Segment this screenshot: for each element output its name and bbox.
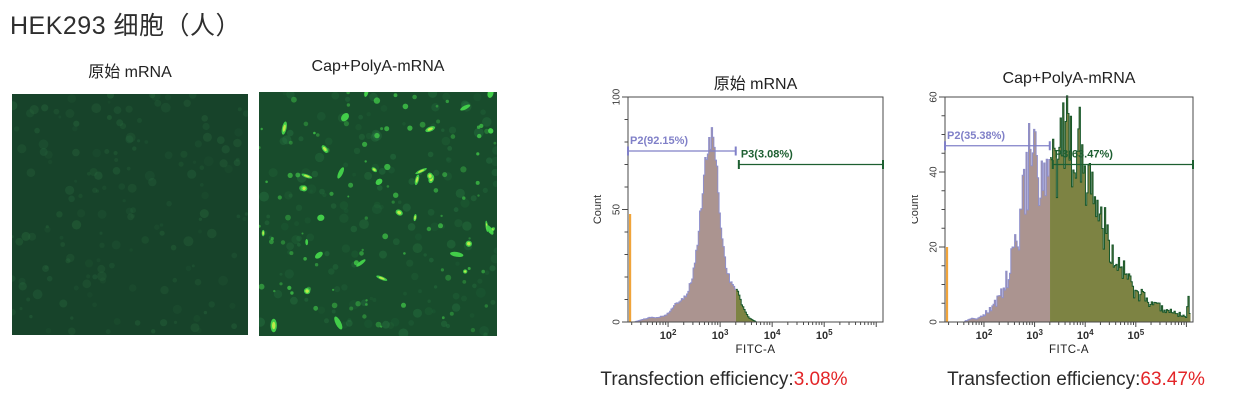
svg-text:104: 10 4: [1077, 328, 1094, 342]
svg-text:0: 0: [612, 319, 623, 325]
flow-cytometry-histogram-original-mrna: 0 50 100 Count 10 2 10 3 10 4 10 5 FITC-A P2(92.15%) P…: [592, 88, 884, 356]
flow-cytometry-histogram-cap-polya-mrna: 0 20 40 60 Count 10 2 10 3 10 4 10 5 FITC-A P2(35.38%)…: [912, 91, 1194, 356]
svg-text:FITC-A: FITC-A: [735, 344, 775, 356]
transfection-efficiency-cap-polya-mrna: Transfection efficiency:63.47%: [926, 369, 1226, 393]
transfection-efficiency-original-mrna: Transfection efficiency:3.08%: [574, 369, 874, 393]
page-title: HEK293 细胞（人）: [10, 12, 242, 40]
svg-text:103: 10 3: [1026, 328, 1043, 342]
svg-text:P3(63.47%): P3(63.47%): [1055, 149, 1113, 161]
svg-text:105: 10 5: [816, 328, 833, 342]
svg-text:P2(35.38%): P2(35.38%): [947, 130, 1005, 142]
caption-prefix: Transfection efficiency:: [947, 369, 1141, 390]
svg-text:100: 100: [612, 88, 623, 105]
svg-text:FITC-A: FITC-A: [1049, 344, 1089, 356]
caption-value: 3.08%: [793, 369, 848, 390]
svg-text:0: 0: [929, 319, 940, 325]
flow-chart-title-original-mrna: 原始 mRNA: [713, 76, 798, 93]
svg-text:102: 10 2: [660, 328, 677, 342]
svg-text:102: 10 2: [976, 328, 993, 342]
svg-text:P3(3.08%): P3(3.08%): [741, 149, 793, 161]
svg-text:104: 10 4: [764, 328, 781, 342]
svg-text:Count: Count: [912, 195, 921, 224]
caption-prefix: Transfection efficiency:: [600, 369, 794, 390]
svg-text:103: 10 3: [712, 328, 729, 342]
svg-text:60: 60: [929, 91, 940, 103]
micrograph-label-cap-polya-mrna: Cap+PolyA-mRNA: [311, 58, 445, 75]
svg-text:50: 50: [612, 204, 623, 216]
caption-value: 63.47%: [1140, 369, 1205, 390]
svg-text:105: 10 5: [1127, 328, 1144, 342]
svg-text:Count: Count: [592, 195, 604, 224]
svg-text:20: 20: [929, 241, 940, 253]
micrograph-label-original-mrna: 原始 mRNA: [88, 64, 172, 81]
flow-chart-title-cap-polya-mrna: Cap+PolyA-mRNA: [1002, 70, 1136, 87]
svg-text:P2(92.15%): P2(92.15%): [630, 135, 688, 147]
svg-text:40: 40: [929, 166, 940, 178]
fluorescence-image-original-mrna: [12, 94, 248, 335]
fluorescence-image-cap-polya-mrna: [259, 92, 497, 336]
